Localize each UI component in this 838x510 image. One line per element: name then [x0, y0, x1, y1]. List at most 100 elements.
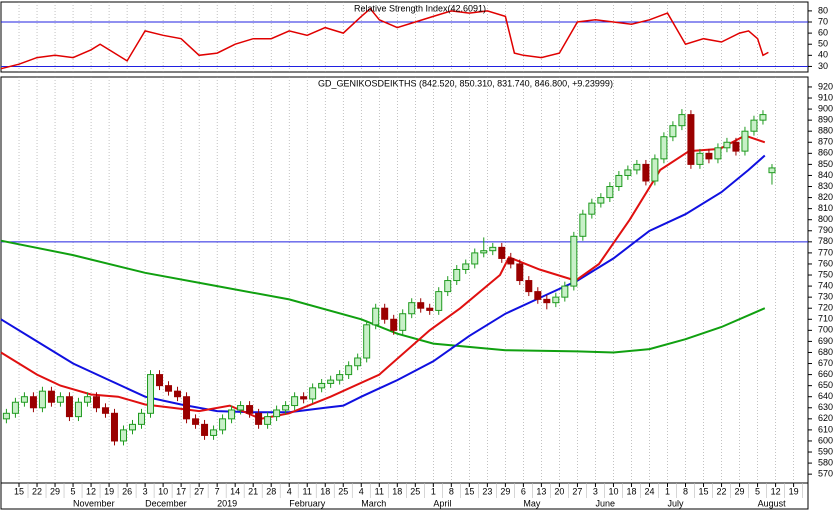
- candle-body: [318, 382, 326, 389]
- y-tick-label: 890: [818, 115, 833, 125]
- y-tick-label: 650: [818, 380, 833, 390]
- candle-body: [92, 396, 100, 409]
- x-tick-label: 15: [464, 486, 474, 496]
- y-tick-label: 920: [818, 81, 833, 91]
- y-tick-label: 770: [818, 247, 833, 257]
- y-tick-label: 620: [818, 413, 833, 423]
- y-tick-label: 590: [818, 446, 833, 456]
- candle-body: [606, 186, 614, 199]
- rsi-title: Relative Strength Index(42.6091): [354, 3, 486, 13]
- candle-body: [489, 246, 497, 252]
- candle-body: [471, 252, 479, 265]
- y-tick-label: 740: [818, 280, 833, 290]
- candle-body: [345, 365, 353, 376]
- candle-body: [462, 263, 470, 270]
- y-tick-label: 850: [818, 159, 833, 169]
- y-tick-label: 50: [818, 39, 828, 49]
- x-tick-label: 20: [554, 486, 564, 496]
- candle-body: [183, 396, 191, 420]
- y-tick-label: 680: [818, 347, 833, 357]
- candle-body: [255, 412, 263, 425]
- candle-body: [597, 197, 605, 204]
- y-tick-label: 860: [818, 148, 833, 158]
- candle-body: [390, 318, 398, 331]
- x-tick-label: 4: [359, 486, 364, 496]
- y-tick-label: 750: [818, 269, 833, 279]
- x-tick-label: 18: [626, 486, 636, 496]
- candle-body: [669, 125, 677, 138]
- candle-body: [2, 412, 10, 420]
- y-tick-label: 30: [818, 61, 828, 71]
- x-tick-label: 14: [230, 486, 240, 496]
- y-tick-label: 690: [818, 336, 833, 346]
- candle-body: [210, 429, 218, 436]
- candle-body: [579, 213, 587, 237]
- month-label: July: [667, 498, 684, 508]
- candle-body: [29, 396, 37, 409]
- candle-body: [309, 387, 317, 400]
- candle-body: [615, 174, 623, 188]
- candle-body: [47, 390, 55, 403]
- candle-body: [480, 250, 488, 254]
- y-tick-label: 630: [818, 402, 833, 412]
- x-tick-label: 1: [665, 486, 670, 496]
- candle-body: [399, 313, 407, 331]
- candle-body: [11, 401, 19, 414]
- y-tick-label: 570: [818, 469, 833, 479]
- y-tick-label: 870: [818, 137, 833, 147]
- candle-body: [633, 163, 641, 171]
- y-tick-label: 790: [818, 225, 833, 235]
- x-tick-label: 27: [194, 486, 204, 496]
- rsi-line: [0, 7, 769, 70]
- x-tick-label: 4: [287, 486, 292, 496]
- x-tick-label: 8: [449, 486, 454, 496]
- x-tick-label: 3: [143, 486, 148, 496]
- candle-body: [147, 374, 155, 414]
- y-tick-label: 780: [818, 236, 833, 246]
- candle-body: [435, 291, 443, 311]
- moving-average-line: [0, 239, 766, 354]
- x-tick-label: 1: [431, 486, 436, 496]
- candle-body: [741, 130, 749, 152]
- x-tick-label: 12: [86, 486, 96, 496]
- price-title: GD_GENIKOSDEIKTHS (842.520, 850.310, 831…: [318, 78, 613, 88]
- panel-frame: [0, 1, 809, 73]
- candle-body: [219, 418, 227, 431]
- candle-body: [696, 152, 704, 165]
- candle-body: [363, 324, 371, 359]
- x-tick-label: 11: [375, 486, 384, 496]
- candle-body: [552, 296, 560, 304]
- x-tick-label: 25: [338, 486, 348, 496]
- x-tick-label: 13: [536, 486, 546, 496]
- candle-body: [723, 141, 731, 149]
- x-tick-label: 5: [755, 486, 760, 496]
- candle-body: [651, 158, 659, 182]
- x-tick-label: 17: [176, 486, 186, 496]
- candle-body: [417, 302, 425, 309]
- candle-body: [201, 423, 209, 436]
- candle-body: [408, 302, 416, 315]
- candle-body: [642, 163, 650, 182]
- candle-body: [174, 390, 182, 398]
- y-tick-label: 710: [818, 314, 833, 324]
- x-tick-label: 19: [104, 486, 114, 496]
- candle-body: [264, 416, 272, 425]
- x-tick-label: 22: [717, 486, 727, 496]
- y-tick-label: 80: [818, 5, 828, 15]
- candle-body: [327, 379, 335, 384]
- y-tick-label: 70: [818, 16, 828, 26]
- y-tick-label: 910: [818, 92, 833, 102]
- candle-body: [354, 357, 362, 367]
- x-tick-label: 23: [482, 486, 492, 496]
- candle-body: [543, 298, 551, 304]
- x-tick-label: 22: [32, 486, 42, 496]
- y-tick-label: 660: [818, 369, 833, 379]
- month-label: April: [433, 498, 451, 508]
- candle-body: [525, 280, 533, 293]
- candle-body: [768, 167, 776, 174]
- y-tick-label: 610: [818, 424, 833, 434]
- candle-body: [534, 291, 542, 300]
- candle-body: [282, 405, 290, 411]
